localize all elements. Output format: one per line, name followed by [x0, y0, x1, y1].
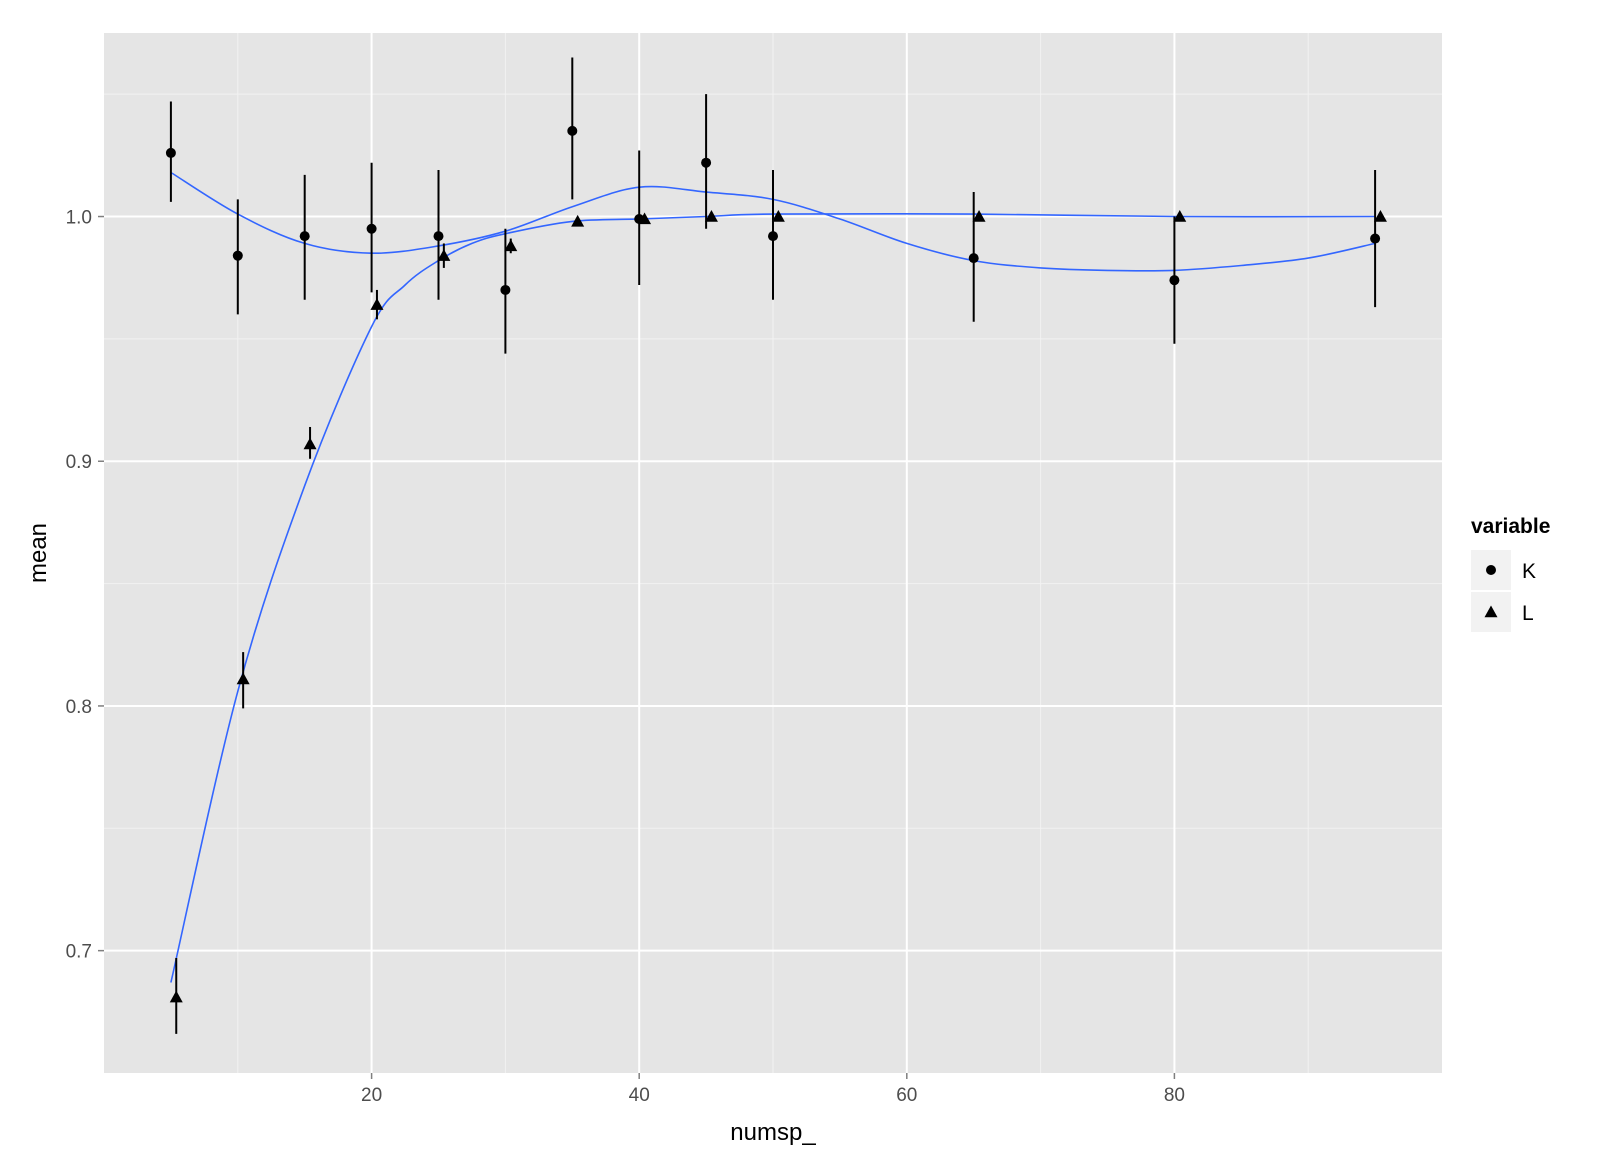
legend: variable KL — [1471, 515, 1550, 632]
point-L — [1173, 210, 1187, 222]
point-L — [437, 249, 451, 261]
point-K — [232, 250, 243, 261]
point-L — [504, 239, 518, 252]
point-L — [1373, 210, 1387, 222]
point-L — [303, 437, 317, 450]
point-K — [768, 231, 778, 242]
point-K — [567, 125, 578, 136]
legend-symbol-L — [1484, 605, 1498, 618]
y-axis-ticks: 0.7 0.8 0.9 1.0 — [66, 208, 104, 963]
point-K — [968, 253, 979, 264]
point-L — [571, 214, 585, 227]
point-K — [299, 231, 310, 242]
point-L — [972, 210, 986, 222]
point-K — [701, 157, 712, 168]
y-tick-label: 1.0 — [66, 208, 92, 229]
y-tick-label: 0.8 — [66, 697, 92, 718]
point-L — [236, 672, 250, 685]
x-tick-label: 80 — [1164, 1085, 1185, 1106]
point-L — [704, 210, 718, 222]
point-K — [1370, 233, 1381, 244]
x-axis-ticks: 20 40 60 80 — [361, 1073, 1185, 1106]
point-K — [500, 284, 511, 295]
point-L — [169, 990, 183, 1003]
point-K — [1169, 275, 1180, 286]
y-tick-label: 0.7 — [66, 942, 92, 963]
legend-entries: KL — [1471, 550, 1536, 632]
point-K — [366, 223, 377, 234]
x-axis-title: numsp_ — [730, 1119, 816, 1146]
x-tick-label: 40 — [629, 1085, 650, 1106]
x-tick-label: 20 — [361, 1085, 382, 1106]
x-tick-label: 60 — [896, 1085, 917, 1106]
legend-title: variable — [1471, 515, 1550, 538]
point-K — [165, 147, 176, 158]
point-L — [638, 212, 652, 225]
point-L — [771, 210, 785, 222]
y-tick-label: 0.9 — [66, 452, 92, 473]
point-L — [370, 298, 384, 310]
point-K — [433, 231, 444, 242]
y-axis-title: mean — [25, 523, 52, 583]
legend-label-K: K — [1522, 560, 1536, 583]
points — [165, 125, 1387, 1003]
legend-symbol-K — [1486, 565, 1496, 575]
legend-label-L: L — [1522, 602, 1534, 625]
